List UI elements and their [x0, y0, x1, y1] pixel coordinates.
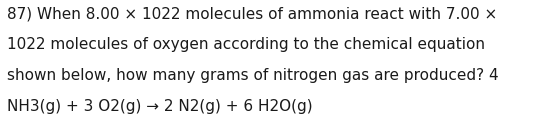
Text: NH3(g) + 3 O2(g) → 2 N2(g) + 6 H2O(g): NH3(g) + 3 O2(g) → 2 N2(g) + 6 H2O(g) [7, 99, 313, 114]
Text: 1022 molecules of oxygen according to the chemical equation: 1022 molecules of oxygen according to th… [7, 37, 485, 52]
Text: shown below, how many grams of nitrogen gas are produced? 4: shown below, how many grams of nitrogen … [7, 68, 499, 83]
Text: 87) When 8.00 × 1022 molecules of ammonia react with 7.00 ×: 87) When 8.00 × 1022 molecules of ammoni… [7, 6, 498, 21]
